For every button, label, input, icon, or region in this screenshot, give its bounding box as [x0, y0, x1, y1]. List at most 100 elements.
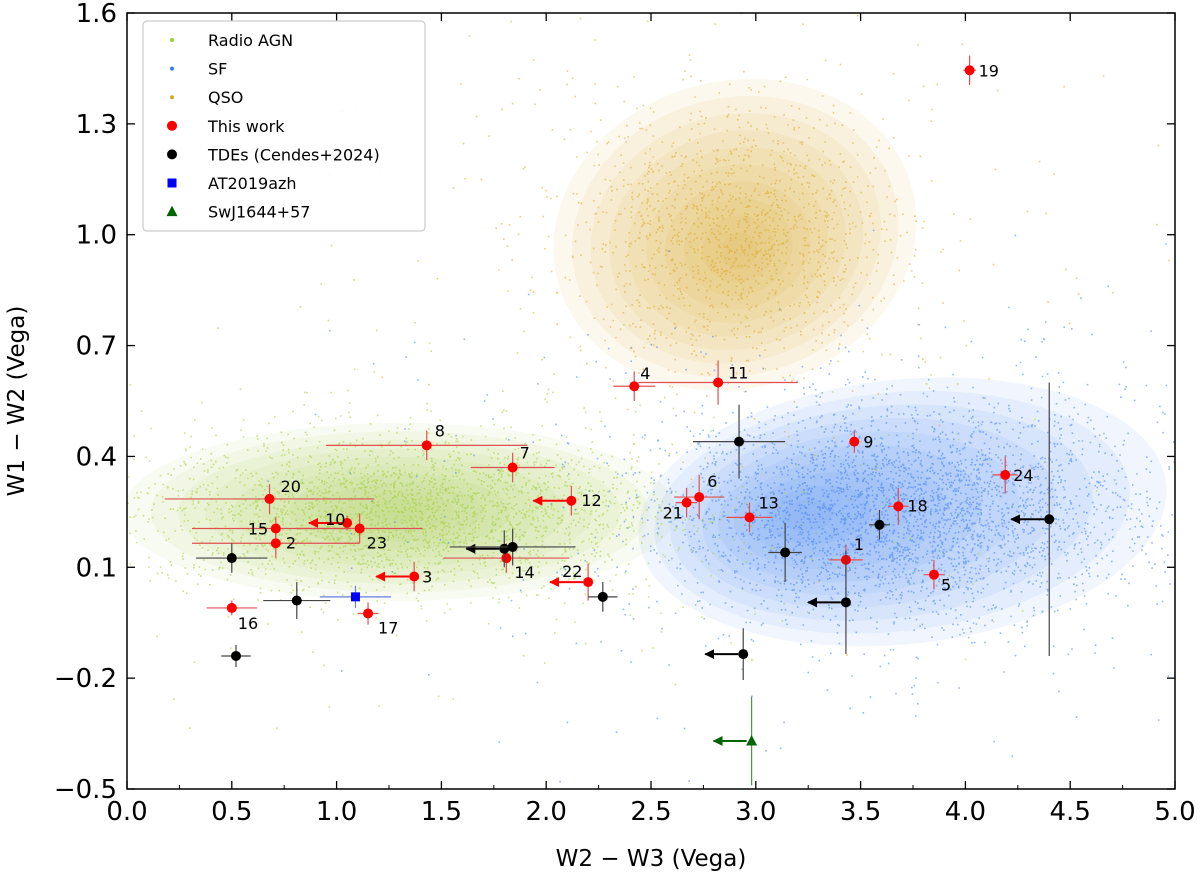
- marker-circle: [230, 650, 241, 661]
- point-label: 12: [581, 491, 601, 510]
- marker-circle: [734, 436, 745, 447]
- point-label: 15: [248, 519, 268, 538]
- marker-circle: [681, 497, 692, 508]
- x-tick-label: 4.5: [1050, 797, 1091, 827]
- legend: Radio AGN SF QSO This work TDEs (Cendes+2024…: [142, 20, 426, 232]
- marker-circle: [874, 519, 885, 530]
- series-at2019azh: [319, 585, 392, 608]
- marker-circle: [421, 440, 432, 451]
- marker-circle: [713, 377, 724, 388]
- y-tick-label: 0.4: [76, 442, 117, 472]
- legend-label: TDEs (Cendes+2024): [207, 145, 380, 164]
- point-label: 4: [640, 364, 650, 383]
- marker-circle: [499, 543, 510, 554]
- x-tick-label: 5.0: [1154, 797, 1195, 827]
- point-label: 23: [367, 533, 387, 552]
- legend-label: Radio AGN: [208, 31, 293, 50]
- marker-circle: [226, 602, 237, 613]
- point-label: 20: [281, 477, 301, 496]
- marker-circle: [507, 541, 518, 552]
- x-tick-label: 2.5: [630, 797, 671, 827]
- data-point: 3: [375, 561, 432, 592]
- x-tick-label: 0.0: [106, 797, 147, 827]
- data-point: 4: [613, 364, 656, 401]
- point-label: 17: [378, 618, 398, 637]
- data-point: [768, 522, 802, 583]
- data-point: 2: [191, 528, 360, 559]
- marker-circle: [270, 523, 281, 534]
- data-point: 20: [164, 477, 375, 514]
- density-contour: [781, 499, 835, 532]
- data-point: [704, 628, 749, 680]
- data-point: 6: [674, 472, 725, 520]
- point-label: 11: [728, 364, 748, 383]
- point-label: 2: [286, 533, 296, 552]
- legend-entry: SF: [170, 60, 227, 79]
- population-dots-qso: [328, 13, 1170, 661]
- plot-frame: [126, 12, 1176, 790]
- density-contour: [627, 147, 846, 337]
- data-point: 8: [326, 421, 528, 461]
- data-point: [449, 528, 576, 566]
- y-tick-label: 1.6: [76, 0, 117, 29]
- series-tdes-cendes-2024-: [196, 382, 1055, 680]
- point-label: 9: [863, 433, 873, 452]
- data-point: [588, 582, 618, 612]
- marker-circle: [342, 517, 353, 528]
- point-label: 10: [325, 510, 345, 529]
- legend-marker-triangle: [166, 205, 178, 217]
- legend-marker-dot: [170, 38, 174, 42]
- data-point: [319, 585, 392, 608]
- marker-circle: [566, 495, 577, 506]
- marker-circle: [1044, 514, 1055, 525]
- data-point: 16: [206, 600, 258, 633]
- x-tick-label: 0.5: [211, 797, 252, 827]
- density-contour: [686, 417, 1056, 608]
- density-layer: [127, 78, 1167, 647]
- x-tick-label: 1.0: [316, 797, 357, 827]
- density-contour: [665, 181, 811, 310]
- y-axis-label: W1 − W2 (Vega): [4, 306, 30, 497]
- series-swj1644-57: [712, 696, 758, 786]
- point-label: 8: [435, 421, 445, 440]
- point-label: 13: [759, 493, 779, 512]
- marker-circle: [964, 65, 975, 76]
- point-label: 21: [663, 504, 683, 523]
- marker-circle: [226, 553, 237, 564]
- data-point: 24: [992, 456, 1034, 494]
- point-label: 5: [941, 576, 951, 595]
- data-point: [1010, 382, 1055, 656]
- point-label: 1: [854, 535, 864, 554]
- x-tick-label: 1.5: [421, 797, 462, 827]
- data-point: 10: [308, 510, 353, 531]
- density-contour: [749, 471, 909, 557]
- y-tick-label: 0.1: [76, 553, 117, 583]
- marker-triangle: [746, 734, 758, 746]
- x-tick-label: 3.0: [735, 797, 776, 827]
- marker-circle: [928, 569, 939, 580]
- marker-square: [350, 592, 360, 602]
- population-dots: [328, 13, 1170, 661]
- y-tick-label: 1.0: [76, 221, 117, 251]
- legend-label: This work: [207, 117, 285, 136]
- marker-circle: [270, 538, 281, 549]
- data-point: 19: [963, 55, 999, 86]
- density-contour: [646, 164, 829, 323]
- point-label: 3: [422, 568, 432, 587]
- point-label: 14: [514, 563, 534, 582]
- density-contour: [683, 198, 793, 296]
- legend-label: SwJ1644+57: [208, 203, 310, 222]
- legend-entry: SwJ1644+57: [166, 203, 310, 222]
- axis-ticks: 0.0 0.5 1.0 1.5 2.0 2.5 3.0 3.5 4.0 4.5 5.0 −0.5 −0.…: [54, 0, 1196, 827]
- data-point: [712, 696, 758, 786]
- legend-marker-circle: [167, 120, 177, 131]
- legend-entry: Radio AGN: [170, 31, 293, 50]
- data-point: [465, 530, 510, 568]
- x-tick-label: 2.0: [526, 797, 567, 827]
- data-point: 9: [849, 430, 873, 453]
- legend-marker-dot: [170, 66, 174, 71]
- marker-circle: [849, 436, 860, 447]
- point-label: 24: [1013, 466, 1033, 485]
- data-point: 22: [549, 562, 594, 601]
